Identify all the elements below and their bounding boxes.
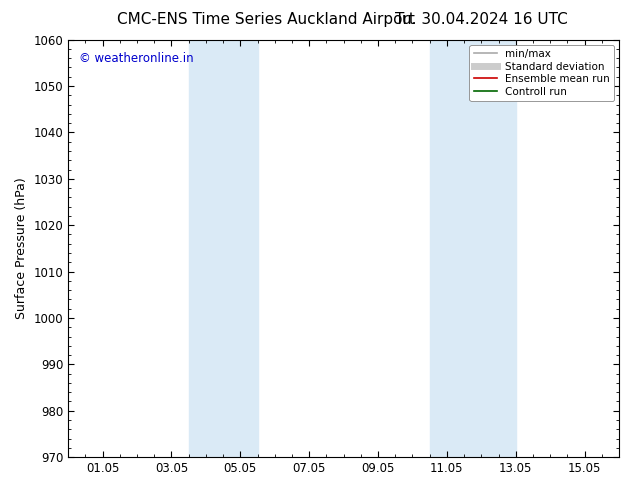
Text: Tu. 30.04.2024 16 UTC: Tu. 30.04.2024 16 UTC <box>396 12 568 27</box>
Bar <box>430 40 515 457</box>
Legend: min/max, Standard deviation, Ensemble mean run, Controll run: min/max, Standard deviation, Ensemble me… <box>469 45 614 101</box>
Text: CMC-ENS Time Series Auckland Airport: CMC-ENS Time Series Auckland Airport <box>117 12 415 27</box>
Bar <box>189 40 257 457</box>
Y-axis label: Surface Pressure (hPa): Surface Pressure (hPa) <box>15 177 28 319</box>
Text: © weatheronline.in: © weatheronline.in <box>79 52 194 65</box>
